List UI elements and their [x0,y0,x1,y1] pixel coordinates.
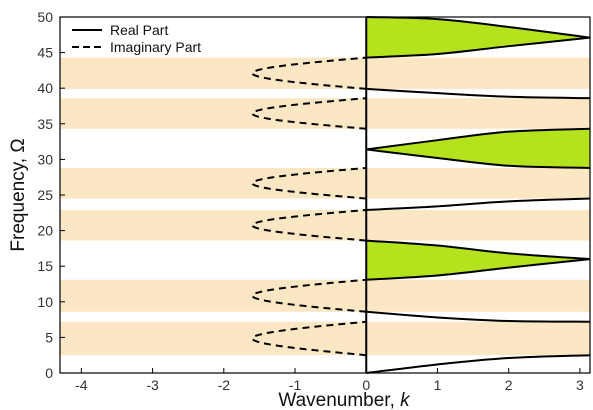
x-axis-label-symbol: k [400,390,411,410]
y-tick-label: 10 [37,294,53,310]
y-tick-label: 15 [37,258,53,274]
legend: Real Part Imaginary Part [72,22,201,55]
imaginary-part-curve-2 [251,208,367,242]
stop-bands [60,57,590,356]
x-tick-label: 1 [434,377,442,393]
x-tick-label: 0 [362,377,370,393]
legend-label-real: Real Part [110,22,168,38]
imaginary-part-curve-1 [251,278,367,313]
x-tick-label: -2 [218,377,231,393]
real-part-curves [366,16,591,374]
y-tick-label: 5 [45,329,53,345]
x-tick-label: -4 [75,377,88,393]
y-tick-label: 35 [37,116,53,132]
pass-band-fill-2 [366,17,590,58]
real-part-curve-6 [366,127,591,151]
real-part-curve-3 [366,239,591,261]
stop-band-4 [60,98,590,129]
imaginary-part-curves [251,56,367,357]
real-part-curve-0 [366,354,591,374]
y-tick-label: 40 [37,80,53,96]
y-axis-ticks: 0 5 10 15 20 25 30 35 40 45 50 [37,9,65,381]
real-part-curve-4 [366,197,591,211]
real-part-curve-2 [366,258,591,281]
real-part-curve-8 [366,36,591,59]
y-tick-label: 0 [45,365,53,381]
stop-band-3 [60,167,590,199]
real-part-curve-5 [366,148,591,169]
y-tick-label: 20 [37,223,53,239]
stop-band-2 [60,209,590,241]
real-part-curve-7 [366,87,591,100]
x-tick-label: -3 [146,377,159,393]
imaginary-part-curve-0 [251,320,367,357]
real-part-curve-9 [366,16,591,39]
x-axis-ticks: -4 -3 -2 -1 0 1 2 3 [75,368,584,393]
pass-band-fill-0 [366,240,590,280]
pass-band-fill-1 [366,128,590,168]
y-tick-label: 25 [37,187,53,203]
legend-label-imaginary: Imaginary Part [110,39,201,55]
y-tick-label: 45 [37,45,53,61]
x-tick-label: 3 [576,377,584,393]
stop-band-5 [60,57,590,89]
x-tick-label: 2 [505,377,513,393]
x-axis-label-text: Wavenumber, [278,390,395,410]
imaginary-part-curve-3 [251,166,367,200]
stop-band-0 [60,321,590,356]
imaginary-part-curve-4 [251,97,367,130]
y-axis-label: Frequency, Ω [8,138,29,251]
real-part-curve-1 [366,310,591,323]
x-axis-label: Wavenumber, k [278,390,411,410]
imaginary-part-curve-5 [251,56,367,90]
pass-band-fills [366,17,590,280]
y-tick-label: 50 [37,9,53,25]
x-tick-label: -1 [289,377,302,393]
y-tick-label: 30 [37,151,53,167]
stop-band-1 [60,279,590,312]
